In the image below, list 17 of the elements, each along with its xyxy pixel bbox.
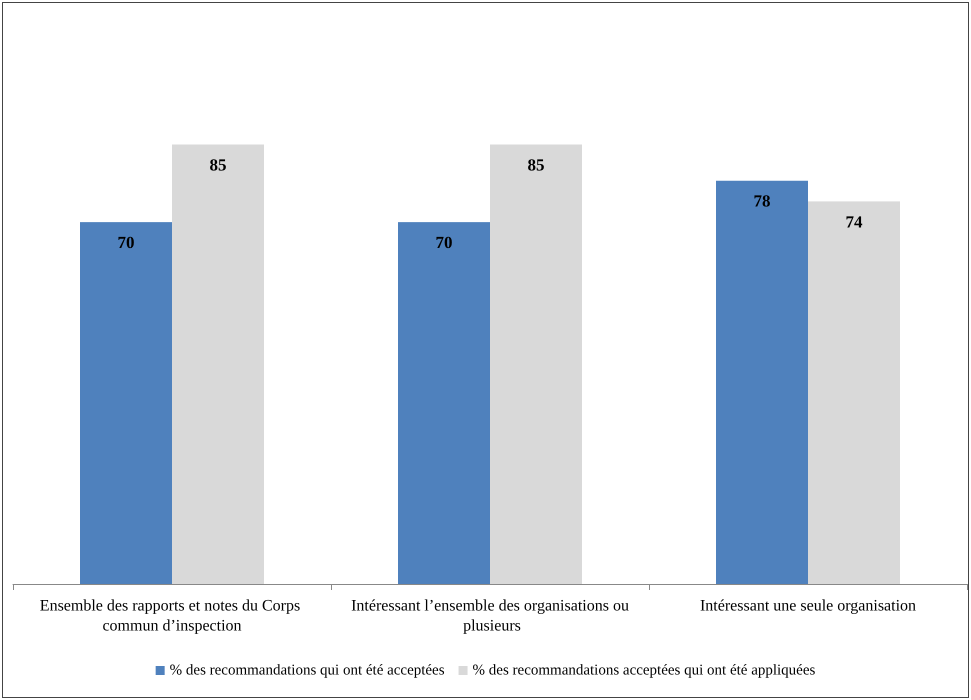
data-label: 78 — [754, 192, 770, 211]
bar — [172, 144, 264, 584]
bar — [716, 180, 808, 584]
data-label: 85 — [210, 156, 226, 175]
data-label: 74 — [846, 212, 863, 232]
legend-label: % des recommandations acceptées qui ont été appliquées — [472, 662, 816, 678]
bar — [808, 201, 900, 584]
bar — [398, 222, 490, 584]
data-label: 85 — [528, 156, 544, 175]
x-tick-label: Intéressant l’ensemble des organisations ou plusieurs — [351, 598, 629, 634]
bar — [80, 222, 172, 584]
bar — [490, 144, 582, 584]
data-label: 70 — [436, 233, 452, 252]
x-tick-label: Intéressant une seule organisation — [700, 598, 916, 614]
x-tick-label: Ensemble des rapports et notes du Corps commun d’inspection — [40, 598, 304, 634]
data-label: 70 — [118, 233, 134, 252]
legend-label: % des recommandations qui ont été acceptées — [170, 662, 445, 678]
